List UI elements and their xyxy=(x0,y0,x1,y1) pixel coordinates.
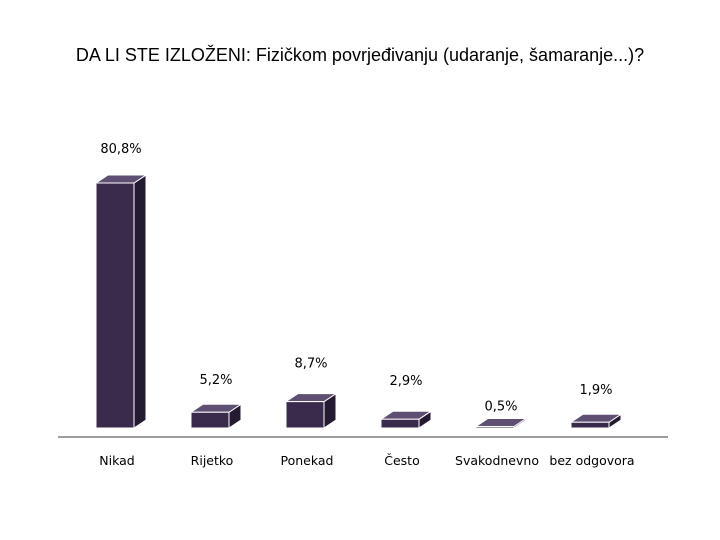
category-label: Nikad xyxy=(99,453,134,468)
category-label: Rijetko xyxy=(191,453,234,468)
category-label: Često xyxy=(384,453,419,468)
data-label: 8,7% xyxy=(294,357,327,372)
category-labels-group: Nikad Rijetko Ponekad Često Svakodnevno bez o… xyxy=(99,453,634,468)
category-label: Ponekad xyxy=(281,453,334,468)
bar-front xyxy=(570,421,610,429)
bar-4 xyxy=(379,410,433,429)
bar-3 xyxy=(284,392,338,429)
data-labels-group: 80,8% 5,2% 8,7% 2,9% 0,5% 1,9% xyxy=(100,142,612,414)
bar-2 xyxy=(189,403,243,429)
bar-1 xyxy=(94,174,148,429)
category-label: bez odgovora xyxy=(549,453,634,468)
data-label: 2,9% xyxy=(389,374,422,389)
data-label: 1,9% xyxy=(579,383,612,398)
bar-front xyxy=(380,418,420,429)
bar-5 xyxy=(474,417,528,429)
data-label: 5,2% xyxy=(199,373,232,388)
bar-front xyxy=(475,425,515,429)
bar-side xyxy=(133,174,147,429)
bar-front xyxy=(190,411,230,429)
bar-front xyxy=(95,182,135,429)
category-label: Svakodnevno xyxy=(455,453,539,468)
chart-title: DA LI STE IZLOŽENI: Fizičkom povrjeđivan… xyxy=(75,45,645,65)
bar-6 xyxy=(569,413,623,429)
data-label: 0,5% xyxy=(484,399,517,414)
data-label: 80,8% xyxy=(100,142,141,157)
bar-front xyxy=(285,401,325,429)
bars-group xyxy=(94,174,623,429)
